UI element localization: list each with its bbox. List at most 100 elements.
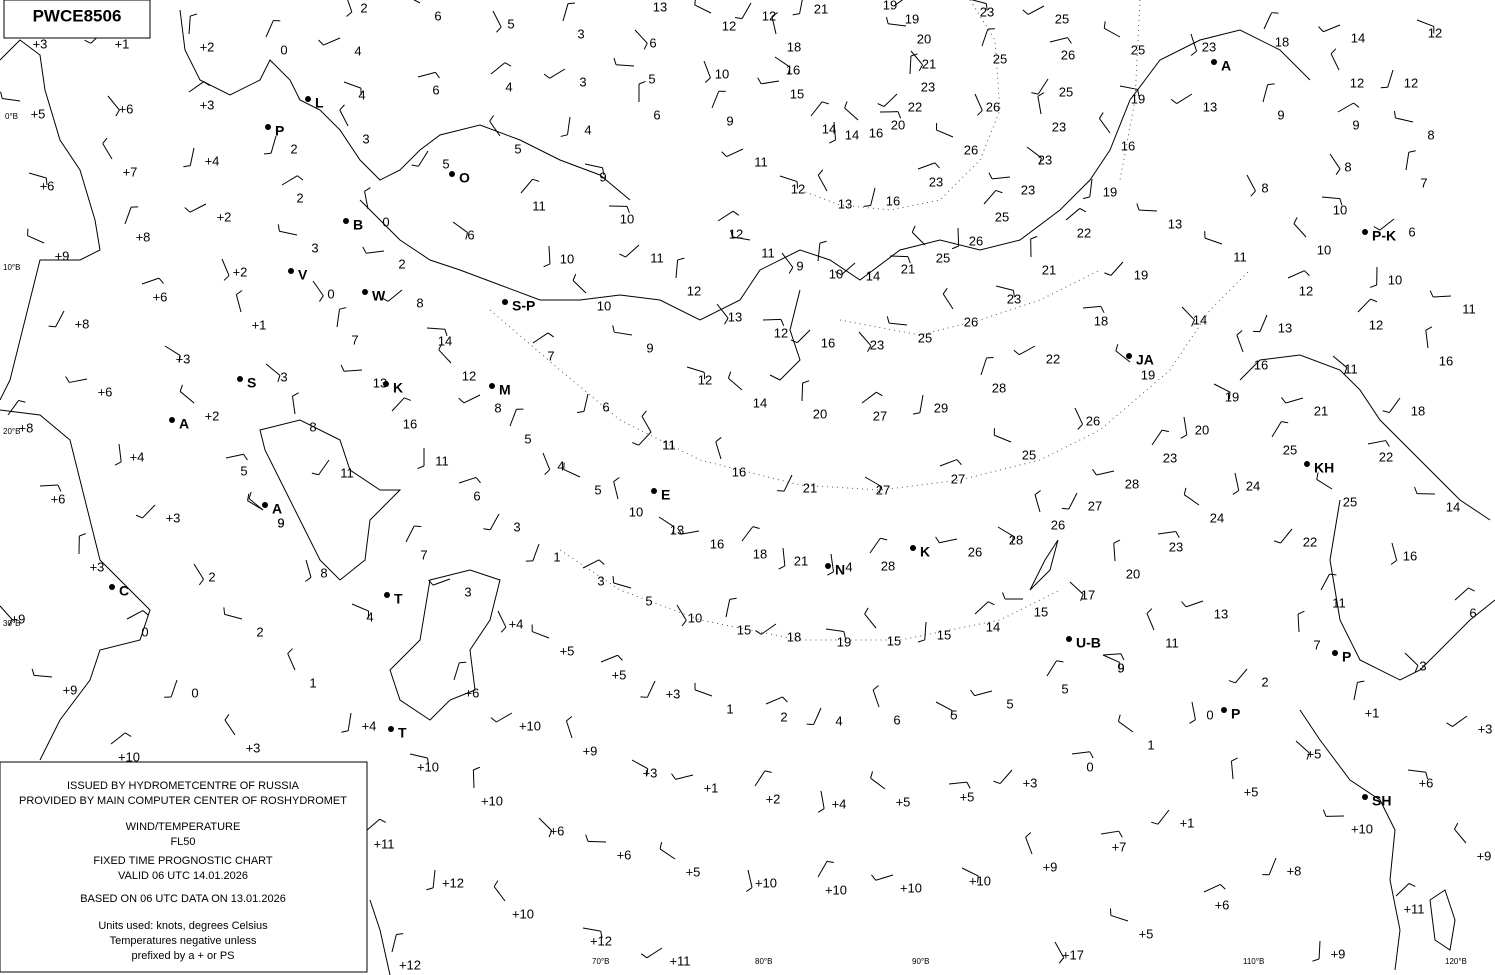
- wind-barb-feather: [1357, 680, 1365, 683]
- temperature-label: 13: [728, 309, 742, 324]
- wind-barb: [992, 176, 1011, 180]
- temperature-label: 25: [995, 209, 1009, 224]
- temperature-label: 26: [964, 142, 978, 157]
- temperature-label: +3: [1478, 721, 1493, 736]
- temperature-label: 7: [420, 547, 427, 562]
- temperature-label: +6: [40, 178, 55, 193]
- temperature-label: +3: [666, 686, 681, 701]
- wind-barb-feather: [872, 685, 879, 691]
- temperature-label: 21: [1314, 403, 1328, 418]
- wind-barb: [1234, 472, 1240, 491]
- wind-barb: [1287, 270, 1305, 279]
- wind-barb: [613, 481, 619, 500]
- wind-barb: [686, 366, 705, 373]
- wind-barb-feather: [1312, 958, 1320, 962]
- wind-barb-feather: [1151, 821, 1159, 825]
- temperature-label: 18: [1094, 313, 1108, 328]
- wind-barb: [582, 927, 601, 932]
- wind-barb-feather: [612, 325, 615, 333]
- temperature-label: 15: [790, 86, 804, 101]
- wind-barb-feather: [277, 375, 281, 383]
- temperature-label: +12: [442, 875, 464, 890]
- temperature-label: 16: [869, 125, 883, 140]
- temperature-label: 0: [1206, 707, 1213, 722]
- temperature-label: 12: [762, 8, 776, 23]
- wind-barb-feather: [1385, 440, 1390, 447]
- temperature-label: 9: [646, 340, 653, 355]
- wind-barb: [1191, 701, 1196, 720]
- wind-barb-feather: [970, 689, 976, 696]
- wind-barb-feather: [730, 229, 733, 237]
- wind-barb-feather: [1100, 306, 1105, 313]
- wind-barb: [844, 107, 859, 121]
- temperature-label: 1: [1147, 737, 1154, 752]
- wind-barb-feather: [1025, 832, 1032, 838]
- temperature-label: 6: [467, 227, 474, 242]
- wind-barb-feather: [57, 484, 62, 492]
- wind-barb-feather: [1011, 536, 1014, 544]
- temperature-label: 7: [1420, 175, 1427, 190]
- temperature-label: 13: [373, 375, 387, 390]
- station-label: W: [372, 288, 386, 304]
- info-line: VALID 06 UTC 14.01.2026: [118, 870, 248, 882]
- wind-barb-feather: [995, 189, 1003, 194]
- wind-barb-feather: [1067, 37, 1072, 44]
- wind-barb: [741, 2, 752, 19]
- wind-barb-feather: [379, 818, 387, 823]
- wind-barb-feather: [942, 287, 948, 295]
- wind-barb: [715, 441, 722, 460]
- temperature-label: 10: [560, 251, 574, 266]
- wind-barb: [796, 329, 811, 344]
- wind-barb: [102, 143, 113, 160]
- wind-barb-feather: [1281, 421, 1289, 424]
- temperature-label: 9: [726, 113, 733, 128]
- station-label: U-B: [1076, 635, 1101, 651]
- caspian-sea: [259, 419, 402, 581]
- wind-barb-feather: [483, 528, 491, 531]
- temperature-label: 6: [653, 107, 660, 122]
- temperature-label: 10: [629, 504, 643, 519]
- temperature-label: 11: [754, 154, 768, 169]
- wind-barb: [1367, 440, 1386, 445]
- wind-barb: [492, 10, 502, 28]
- wind-barb: [658, 516, 675, 528]
- wind-barb: [728, 377, 743, 391]
- temperature-label: 21: [814, 1, 828, 16]
- wind-barb-feather: [641, 410, 647, 417]
- temperature-label: +5: [1139, 926, 1154, 941]
- temperature-label: 6: [649, 35, 656, 50]
- wind-barb: [565, 720, 573, 739]
- wind-barb: [318, 459, 330, 476]
- wind-barb-feather: [243, 453, 248, 461]
- wind-barb: [438, 349, 452, 364]
- info-line: Units used: knots, degrees Celsius: [98, 920, 268, 932]
- wind-barb: [875, 874, 894, 881]
- wind-barb-feather: [1038, 157, 1042, 165]
- temperature-label: +9: [583, 743, 598, 758]
- temperature-label: 16: [786, 62, 800, 77]
- graticule-label: 30°B: [3, 619, 20, 628]
- station-dot: [1362, 794, 1368, 800]
- temperature-label: 20: [917, 31, 931, 46]
- wind-barb-feather: [532, 178, 540, 182]
- wind-barb: [911, 231, 926, 246]
- temperature-label: 11: [532, 198, 546, 213]
- wind-barb-feather: [817, 808, 825, 813]
- temperature-label: +2: [233, 264, 248, 279]
- wind-barb: [463, 394, 481, 404]
- temperature-label: 26: [1086, 413, 1100, 428]
- wind-barb-feather: [985, 3, 988, 11]
- temperature-label: 12: [1428, 25, 1442, 40]
- wind-barb-feather: [918, 64, 924, 72]
- wind-barb-feather: [1373, 226, 1381, 231]
- wind-barb: [1065, 208, 1081, 221]
- temperature-label: 4: [505, 79, 512, 94]
- temperature-label: 19: [1131, 91, 1145, 106]
- temperature-label: 4: [557, 458, 564, 473]
- temperature-label: 9: [1277, 107, 1284, 122]
- temperature-label: 5: [240, 463, 247, 478]
- temperature-label: +10: [118, 749, 140, 764]
- wind-barb: [1037, 78, 1049, 95]
- temperature-label: +5: [686, 864, 701, 879]
- station-dot: [1221, 707, 1227, 713]
